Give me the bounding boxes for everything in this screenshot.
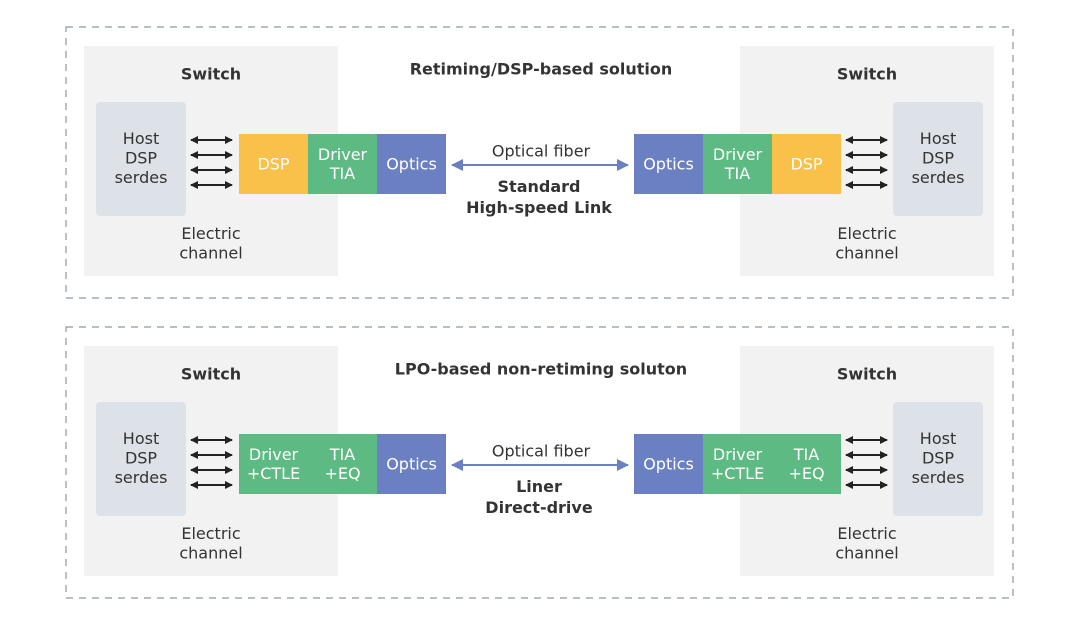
host-label: Host [123, 129, 159, 148]
block [772, 434, 841, 494]
channel-label: Electric [181, 524, 240, 543]
block-label: DSP [257, 155, 289, 174]
block-label: Driver [713, 445, 763, 464]
host-label: serdes [912, 468, 965, 487]
block [772, 134, 841, 194]
block-label: +EQ [324, 464, 360, 483]
host-label: serdes [115, 468, 168, 487]
host-label: DSP [125, 149, 157, 168]
block [703, 134, 772, 194]
host-box [893, 102, 983, 216]
block-label: Optics [386, 155, 437, 174]
block [634, 134, 703, 194]
host-label: Host [920, 429, 956, 448]
block-label: Optics [643, 455, 694, 474]
fiber-label: Optical fiber [492, 142, 591, 161]
host-label: Host [920, 129, 956, 148]
channel-label: channel [179, 543, 242, 562]
panel-title: Retiming/DSP-based solution [410, 60, 673, 79]
link-label: Standard [498, 177, 581, 196]
channel-label: channel [179, 243, 242, 262]
channel-label: channel [835, 543, 898, 562]
host-label: DSP [922, 449, 954, 468]
host-box [96, 402, 186, 516]
block [634, 434, 703, 494]
block-label: +CTLE [711, 464, 764, 483]
channel-label: Electric [837, 524, 896, 543]
block [239, 434, 308, 494]
host-label: serdes [912, 168, 965, 187]
block [377, 434, 446, 494]
block-label: +EQ [788, 464, 824, 483]
channel-label: Electric [837, 224, 896, 243]
host-label: Host [123, 429, 159, 448]
block-label: Optics [643, 155, 694, 174]
block-label: Driver [318, 145, 368, 164]
block-label: Optics [386, 455, 437, 474]
channel-label: Electric [181, 224, 240, 243]
switch-label: Switch [181, 65, 241, 84]
channel-label: channel [835, 243, 898, 262]
block-label: TIA [329, 164, 355, 183]
block-label: TIA [329, 445, 355, 464]
switch-label: Switch [181, 365, 241, 384]
panel-border [65, 26, 1014, 299]
block [377, 134, 446, 194]
switch-label: Switch [837, 65, 897, 84]
panel-title: LPO-based non-retiming soluton [395, 360, 687, 379]
block-label: DSP [790, 155, 822, 174]
link-label: Direct-drive [485, 498, 593, 517]
link-label: Liner [516, 477, 562, 496]
block [239, 134, 308, 194]
host-box [96, 102, 186, 216]
block-label: TIA [793, 445, 819, 464]
fiber-label: Optical fiber [492, 442, 591, 461]
block [308, 134, 377, 194]
host-box [893, 402, 983, 516]
switch-label: Switch [837, 365, 897, 384]
block [308, 434, 377, 494]
block-label: TIA [724, 164, 750, 183]
block-label: Driver [713, 145, 763, 164]
block [703, 434, 772, 494]
host-label: DSP [125, 449, 157, 468]
host-label: serdes [115, 168, 168, 187]
link-label: High-speed Link [466, 198, 612, 217]
host-label: DSP [922, 149, 954, 168]
block-label: +CTLE [247, 464, 300, 483]
block-label: Driver [249, 445, 299, 464]
panel-border [65, 326, 1014, 599]
